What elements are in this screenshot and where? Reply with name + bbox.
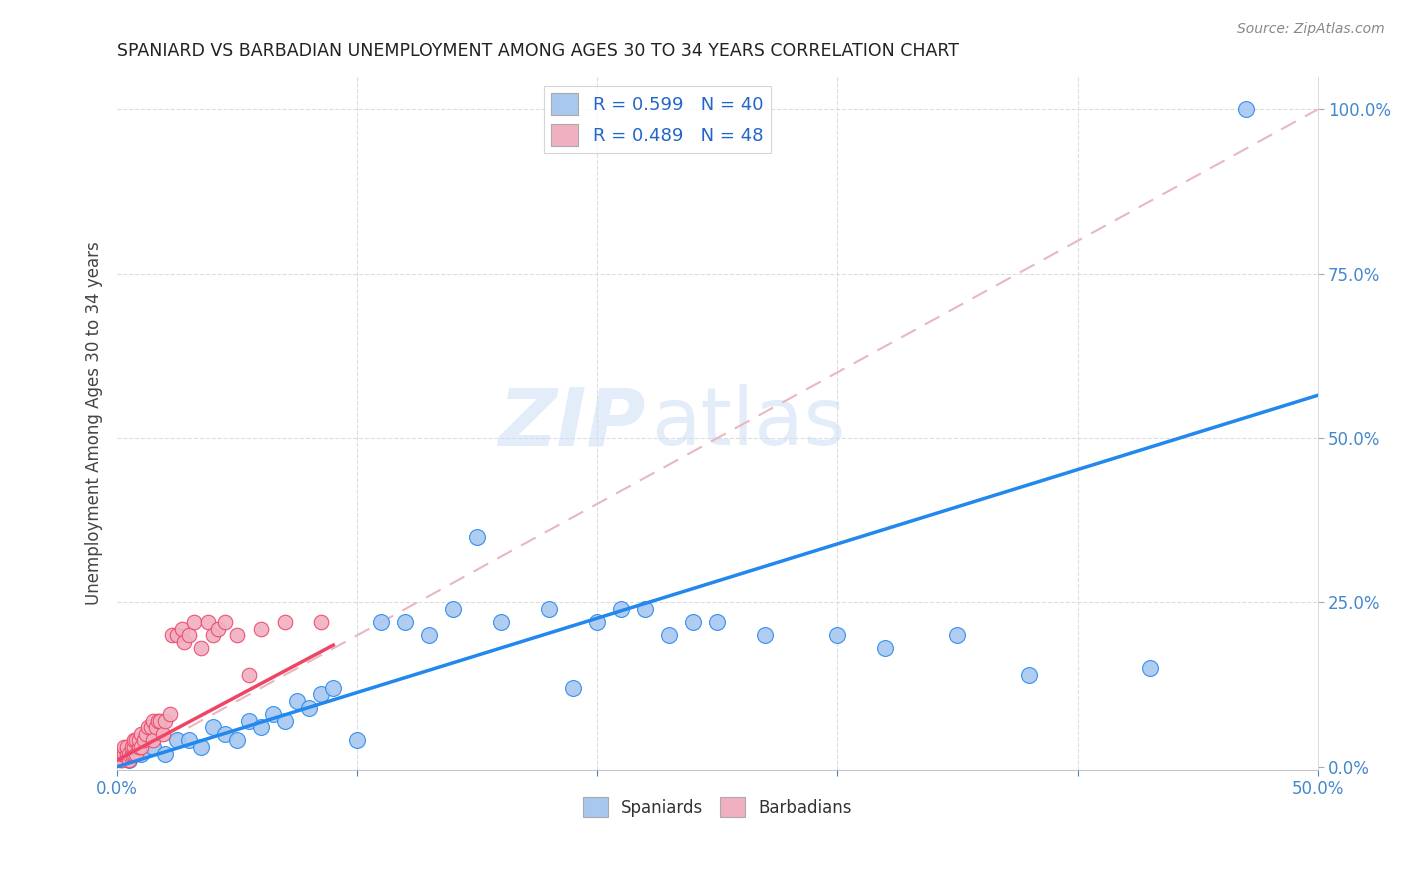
Point	[146, 714, 169, 728]
Point	[121, 739, 143, 754]
Text: Source: ZipAtlas.com: Source: ZipAtlas.com	[1237, 22, 1385, 37]
Point	[142, 739, 165, 754]
Point	[226, 733, 249, 747]
Point	[153, 714, 176, 728]
Point	[142, 714, 165, 728]
Text: SPANIARD VS BARBADIAN UNEMPLOYMENT AMONG AGES 30 TO 34 YEARS CORRELATION CHART: SPANIARD VS BARBADIAN UNEMPLOYMENT AMONG…	[117, 42, 959, 60]
Point	[190, 739, 212, 754]
Point	[610, 602, 633, 616]
Point	[274, 714, 297, 728]
Point	[179, 733, 201, 747]
Point	[285, 694, 308, 708]
Point	[139, 720, 162, 734]
Point	[682, 615, 704, 629]
Point	[170, 622, 193, 636]
Point	[122, 739, 145, 754]
Point	[754, 628, 776, 642]
Point	[1018, 667, 1040, 681]
Point	[173, 635, 195, 649]
Y-axis label: Unemployment Among Ages 30 to 34 years: Unemployment Among Ages 30 to 34 years	[86, 242, 103, 605]
Point	[274, 615, 297, 629]
Point	[166, 628, 188, 642]
Point	[946, 628, 969, 642]
Point	[132, 733, 155, 747]
Point	[586, 615, 609, 629]
Point	[394, 615, 416, 629]
Point	[238, 714, 260, 728]
Point	[226, 628, 249, 642]
Point	[562, 681, 585, 695]
Point	[183, 615, 205, 629]
Point	[491, 615, 513, 629]
Point	[418, 628, 440, 642]
Point	[465, 530, 488, 544]
Point	[108, 753, 131, 767]
Point	[875, 641, 897, 656]
Point	[122, 733, 145, 747]
Point	[128, 733, 150, 747]
Point	[309, 687, 332, 701]
Point	[115, 747, 138, 761]
Point	[298, 700, 321, 714]
Point	[118, 753, 141, 767]
Point	[128, 739, 150, 754]
Point	[370, 615, 392, 629]
Point	[121, 747, 143, 761]
Point	[202, 628, 225, 642]
Point	[309, 615, 332, 629]
Point	[111, 747, 134, 761]
Point	[153, 747, 176, 761]
Point	[202, 720, 225, 734]
Point	[179, 628, 201, 642]
Point	[538, 602, 561, 616]
Point	[152, 727, 174, 741]
Point	[135, 727, 157, 741]
Point	[214, 615, 236, 629]
Text: atlas: atlas	[651, 384, 846, 462]
Point	[118, 753, 141, 767]
Point	[250, 622, 273, 636]
Point	[1234, 103, 1257, 117]
Point	[190, 641, 212, 656]
Point	[159, 707, 181, 722]
Point	[322, 681, 344, 695]
Point	[125, 733, 148, 747]
Point	[214, 727, 236, 741]
Point	[250, 720, 273, 734]
Point	[441, 602, 464, 616]
Point	[111, 753, 134, 767]
Point	[129, 727, 152, 741]
Point	[634, 602, 657, 616]
Legend: Spaniards, Barbadians: Spaniards, Barbadians	[576, 790, 859, 824]
Point	[706, 615, 728, 629]
Point	[138, 720, 160, 734]
Point	[112, 747, 135, 761]
Point	[1139, 661, 1161, 675]
Point	[162, 628, 184, 642]
Point	[112, 739, 135, 754]
Point	[658, 628, 681, 642]
Point	[197, 615, 219, 629]
Point	[166, 733, 188, 747]
Point	[827, 628, 849, 642]
Point	[346, 733, 368, 747]
Point	[262, 707, 284, 722]
Point	[149, 714, 172, 728]
Point	[238, 667, 260, 681]
Text: ZIP: ZIP	[498, 384, 645, 462]
Point	[118, 747, 141, 761]
Point	[122, 747, 145, 761]
Point	[129, 747, 152, 761]
Point	[115, 739, 138, 754]
Point	[125, 747, 148, 761]
Point	[145, 720, 167, 734]
Point	[129, 739, 152, 754]
Point	[207, 622, 229, 636]
Point	[142, 733, 165, 747]
